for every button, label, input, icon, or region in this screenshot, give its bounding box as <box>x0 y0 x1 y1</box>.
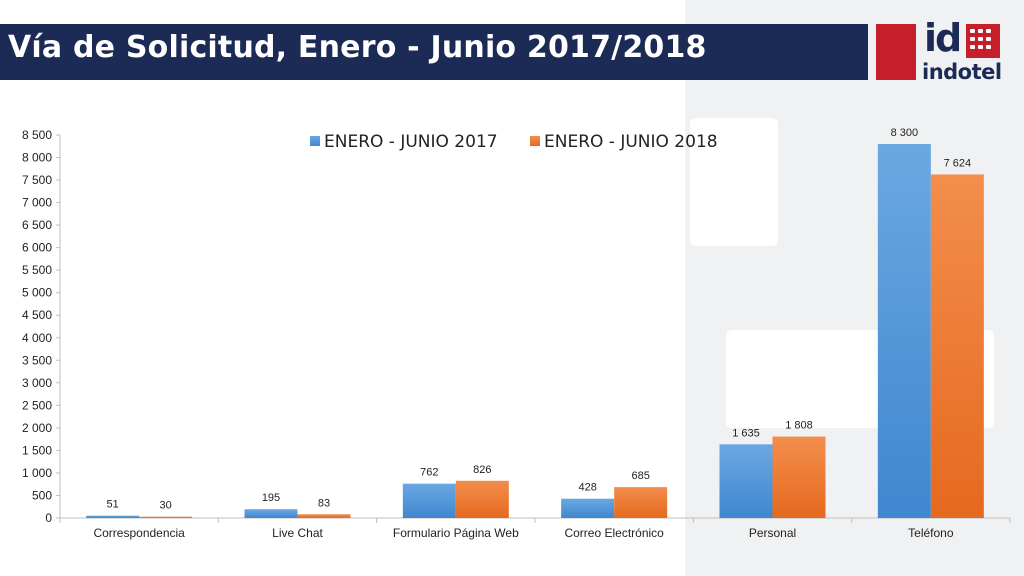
data-label: 195 <box>262 492 280 504</box>
legend-swatch <box>530 136 540 146</box>
bar-2018 <box>772 436 826 518</box>
x-tick-label: Teléfono <box>908 526 954 540</box>
x-tick-label: Correo Electrónico <box>564 526 664 540</box>
x-tick-label: Correspondencia <box>93 526 185 540</box>
data-label: 7 624 <box>944 157 972 169</box>
legend: ENERO - JUNIO 2017 ENERO - JUNIO 2018 <box>310 132 718 152</box>
y-tick-label: 3 000 <box>22 376 52 390</box>
logo-name: indotel <box>922 60 1002 84</box>
data-label: 428 <box>578 482 596 494</box>
bar-2017 <box>561 498 615 518</box>
legend-swatch <box>310 136 320 146</box>
data-label: 762 <box>420 467 438 479</box>
data-label: 83 <box>318 497 330 509</box>
y-tick-label: 4 500 <box>22 308 52 322</box>
y-tick-label: 2 500 <box>22 398 52 412</box>
data-label: 51 <box>107 499 119 511</box>
logo-grid-icon <box>966 24 1000 58</box>
data-label: 8 300 <box>891 127 919 139</box>
bar-2018 <box>455 480 509 518</box>
y-axis: 0 500 1 000 1 500 2 000 2 500 3 000 3 500 4 000 4… <box>22 128 61 525</box>
bar-2018 <box>614 487 668 518</box>
legend-label: ENERO - JUNIO 2018 <box>544 132 718 152</box>
y-tick-label: 5 000 <box>22 286 52 300</box>
y-tick-label: 8 500 <box>22 128 52 142</box>
x-tick-label: Live Chat <box>272 526 323 540</box>
x-tick-label: Formulario Página Web <box>393 526 519 540</box>
legend-label: ENERO - JUNIO 2017 <box>324 132 498 152</box>
y-tick-label: 8 000 <box>22 151 52 165</box>
y-tick-label: 7 500 <box>22 173 52 187</box>
y-tick-label: 7 000 <box>22 196 52 210</box>
title-bar <box>0 24 868 80</box>
bar-2018 <box>139 516 193 518</box>
y-tick-label: 2 000 <box>22 421 52 435</box>
x-axis: Correspondencia Live Chat Formulario Págin… <box>59 517 1011 540</box>
logo-mark: id <box>924 16 962 60</box>
y-tick-label: 0 <box>45 511 52 525</box>
bar-2017 <box>86 515 140 518</box>
data-label: 1 808 <box>785 420 813 432</box>
y-tick-label: 4 000 <box>22 331 52 345</box>
data-label: 685 <box>631 470 649 482</box>
page-title: Vía de Solicitud, Enero - Junio 2017/201… <box>8 30 707 65</box>
y-tick-label: 6 500 <box>22 218 52 232</box>
bars: 51 30 195 83 762 826 428 685 1 635 1 808 8 300 7 62… <box>86 127 984 518</box>
y-tick-label: 3 500 <box>22 353 52 367</box>
data-label: 826 <box>473 464 491 476</box>
bar-2018 <box>297 514 351 518</box>
background-block <box>690 118 778 246</box>
y-tick-label: 6 000 <box>22 241 52 255</box>
y-tick-label: 5 500 <box>22 263 52 277</box>
data-label: 30 <box>160 500 172 512</box>
bar-2017 <box>877 144 931 518</box>
x-tick-label: Personal <box>749 526 796 540</box>
logo-red-block <box>876 24 916 80</box>
y-tick-label: 1 500 <box>22 443 52 457</box>
bar-2017 <box>402 483 456 518</box>
bar-2017 <box>244 509 298 518</box>
bar-2018 <box>930 174 984 518</box>
bar-2017 <box>719 444 773 518</box>
bar-chart: 0 500 1 000 1 500 2 000 2 500 3 000 3 500 4 000 4… <box>22 127 1011 540</box>
y-tick-label: 1 000 <box>22 466 52 480</box>
y-tick-label: 500 <box>32 488 52 502</box>
data-label: 1 635 <box>732 427 760 439</box>
